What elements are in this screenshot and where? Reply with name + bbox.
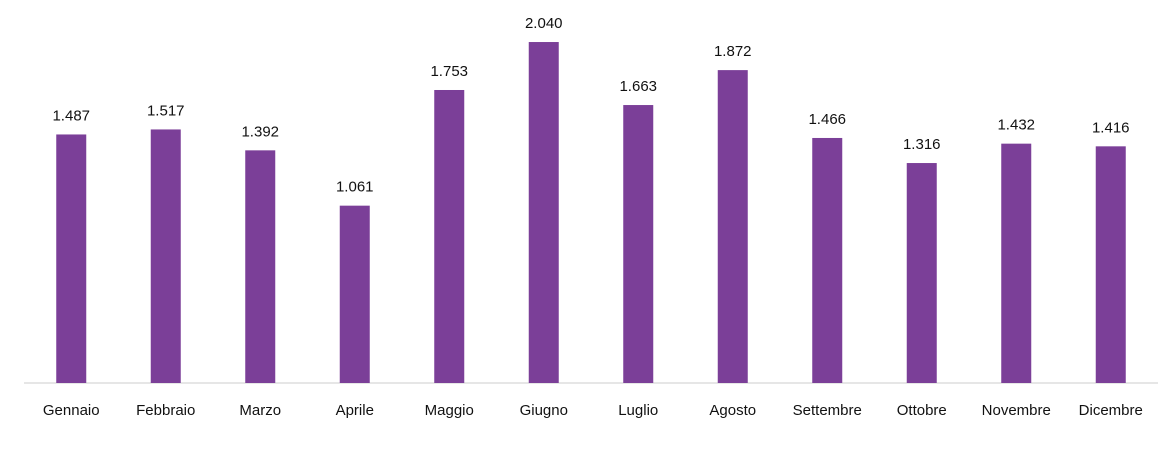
x-tick-label: Marzo: [239, 402, 281, 419]
bar: [528, 42, 559, 384]
value-label: 1.517: [147, 102, 185, 119]
bar: [1001, 143, 1032, 383]
x-tick-label: Settembre: [793, 402, 862, 419]
x-tick-label: Febbraio: [136, 402, 195, 419]
bar: [56, 134, 87, 383]
bar: [717, 70, 748, 383]
value-label: 1.061: [336, 179, 374, 196]
bar: [150, 129, 181, 383]
bar: [339, 205, 370, 383]
bar: [812, 137, 843, 383]
value-label: 1.487: [52, 107, 90, 124]
value-label: 1.316: [903, 136, 941, 153]
x-tick-label: Aprile: [336, 402, 374, 419]
x-tick-label: Luglio: [618, 402, 658, 419]
value-label: 1.392: [241, 123, 279, 140]
x-tick-label: Giugno: [520, 402, 568, 419]
bar: [1095, 146, 1126, 383]
x-tick-label: Novembre: [982, 402, 1051, 419]
value-label: 1.663: [619, 78, 657, 95]
bar: [623, 105, 654, 383]
value-label: 1.432: [997, 117, 1035, 134]
value-label: 1.753: [430, 63, 468, 80]
x-tick-label: Maggio: [425, 402, 474, 419]
bar: [245, 150, 276, 383]
bar: [906, 163, 937, 383]
value-label: 1.466: [808, 111, 846, 128]
x-tick-label: Ottobre: [897, 402, 947, 419]
x-tick-label: Agosto: [709, 402, 756, 419]
bar: [434, 89, 465, 384]
x-tick-label: Gennaio: [43, 402, 100, 419]
x-tick-label: Dicembre: [1079, 402, 1143, 419]
value-label: 2.040: [525, 15, 563, 32]
value-label: 1.416: [1092, 119, 1130, 136]
value-label: 1.872: [714, 43, 752, 60]
